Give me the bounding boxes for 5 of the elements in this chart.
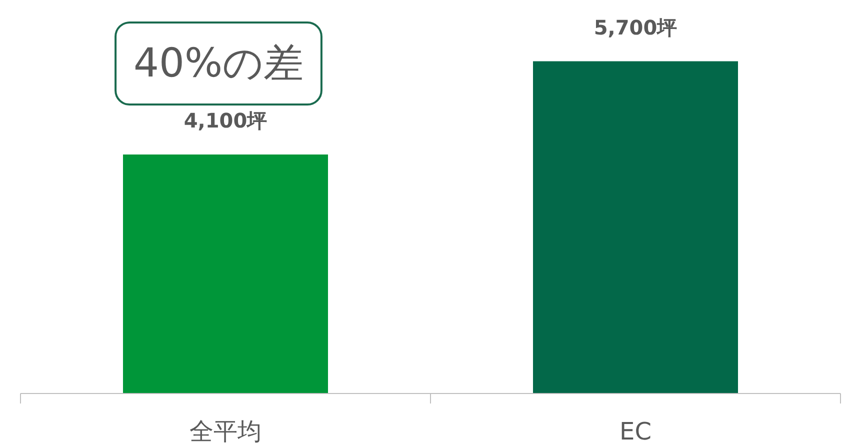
annotation: 40%の差 — [134, 40, 304, 86]
data-label: 4,100坪 — [184, 108, 268, 133]
x-tick-label: 全平均 — [190, 418, 262, 446]
x-tick-label: EC — [620, 418, 652, 446]
data-label: 5,700坪 — [594, 15, 678, 40]
